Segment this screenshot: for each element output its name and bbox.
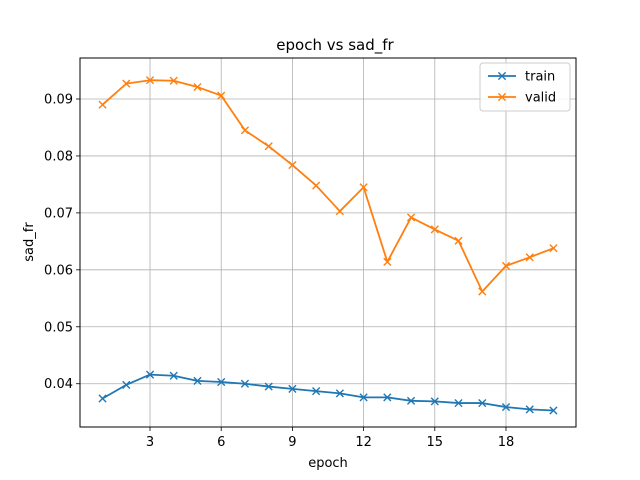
data-point-train: [122, 380, 131, 389]
y-tick-label: 0.06: [44, 263, 73, 278]
data-point-train: [264, 382, 273, 391]
data-point-train: [359, 393, 368, 402]
data-point-valid: [240, 126, 250, 135]
series-line-valid: [101, 79, 554, 293]
data-point-train: [406, 396, 416, 405]
x-tick-label: 3: [146, 435, 154, 450]
y-tick-label: 0.07: [44, 206, 73, 221]
legend-label-valid: valid: [525, 91, 556, 106]
data-point-train: [525, 405, 534, 414]
x-tick-label: 9: [288, 435, 296, 450]
data-point-train: [169, 371, 178, 380]
data-point-valid: [406, 213, 416, 222]
data-point-train: [98, 394, 107, 403]
data-point-valid: [264, 142, 273, 151]
data-point-valid: [122, 79, 131, 88]
data-point-train: [501, 402, 511, 412]
y-axis: 0.04 0.05 0.06 0.07 0.08 0.09: [44, 93, 80, 392]
legend-item-valid: valid: [488, 91, 556, 106]
series-valid: [98, 76, 558, 296]
data-point-valid: [525, 253, 534, 262]
legend-marker-valid: [497, 92, 507, 102]
x-tick-label: 18: [498, 435, 515, 450]
data-point-train: [145, 370, 155, 379]
data-point-valid: [430, 225, 439, 234]
data-point-train: [335, 389, 344, 398]
series-line-train: [102, 373, 554, 412]
data-point-train: [217, 377, 226, 387]
y-tick-label: 0.08: [44, 149, 73, 164]
data-point-valid: [454, 236, 463, 245]
data-point-valid: [98, 100, 107, 109]
series-train: [98, 370, 558, 415]
y-tick-label: 0.04: [44, 377, 73, 392]
data-point-valid: [549, 244, 558, 253]
x-tick-label: 12: [355, 435, 372, 450]
data-point-train: [240, 379, 250, 388]
data-point-valid: [501, 261, 511, 270]
legend-item-train: train: [488, 70, 555, 85]
data-point-train: [312, 387, 321, 396]
data-point-train: [454, 398, 463, 408]
legend: train valid: [479, 62, 571, 112]
grid: [80, 58, 576, 427]
plot-frame: [79, 57, 577, 428]
data-point-valid: [312, 181, 321, 190]
data-point-valid: [193, 82, 202, 92]
data-point-valid: [335, 207, 344, 216]
y-axis-title: sad_fr: [22, 222, 37, 262]
legend-label-train: train: [525, 70, 555, 85]
x-tick-label: 6: [217, 435, 225, 450]
data-point-train: [478, 398, 487, 408]
y-tick-label: 0.09: [44, 93, 73, 108]
data-point-train: [193, 376, 202, 385]
data-point-valid: [217, 91, 226, 100]
chart-title: epoch vs sad_fr: [276, 36, 394, 55]
data-point-valid: [288, 160, 297, 170]
data-point-valid: [478, 287, 487, 296]
data-point-train: [549, 406, 558, 415]
data-point-valid: [383, 257, 392, 266]
series-layer: [98, 76, 558, 415]
data-point-valid: [359, 183, 368, 192]
y-tick-label: 0.05: [44, 320, 73, 335]
x-tick-label: 15: [427, 435, 444, 450]
x-axis: 3 6 9 12 15 18: [146, 427, 514, 450]
data-point-train: [383, 393, 392, 402]
x-axis-title: epoch: [308, 456, 348, 471]
data-point-valid: [145, 76, 155, 85]
data-point-train: [430, 397, 439, 406]
data-point-valid: [169, 76, 178, 85]
legend-marker-train: [497, 71, 507, 81]
data-point-train: [288, 384, 297, 393]
